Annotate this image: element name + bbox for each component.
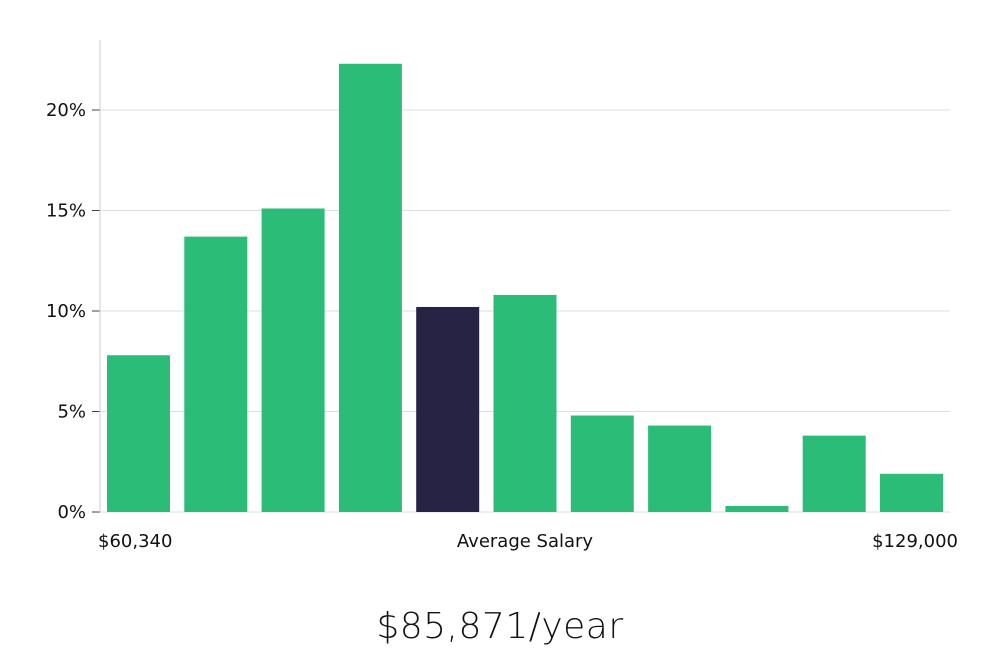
y-axis-ticks: 0% 5% 10% 15% 20% (46, 100, 100, 523)
histogram-bar (338, 63, 402, 513)
y-tick-label: 20% (46, 100, 86, 121)
histogram-bar (184, 236, 248, 512)
histogram-bar (802, 435, 866, 512)
histogram-bars (107, 63, 943, 513)
salary-histogram-chart: 0% 5% 10% 15% 20% $60,340 Average Salary $12… (46, 40, 958, 552)
x-axis-min-label: $60,340 (98, 531, 172, 552)
histogram-bar (725, 505, 789, 512)
histogram-bar (880, 473, 943, 512)
y-tick-label: 10% (46, 301, 86, 322)
histogram-bar-highlighted (416, 306, 480, 512)
y-tick-label: 15% (46, 201, 86, 222)
histogram-bar (107, 355, 170, 512)
y-tick-label: 5% (57, 402, 86, 423)
histogram-bar (493, 294, 557, 512)
histogram-bar (570, 415, 634, 512)
histogram-bar (261, 208, 325, 513)
x-axis-title: Average Salary (457, 531, 594, 552)
x-axis-max-label: $129,000 (872, 531, 958, 552)
histogram-bar (648, 425, 712, 512)
average-salary-value: $85,871/year (376, 606, 624, 647)
y-tick-label: 0% (57, 502, 86, 523)
